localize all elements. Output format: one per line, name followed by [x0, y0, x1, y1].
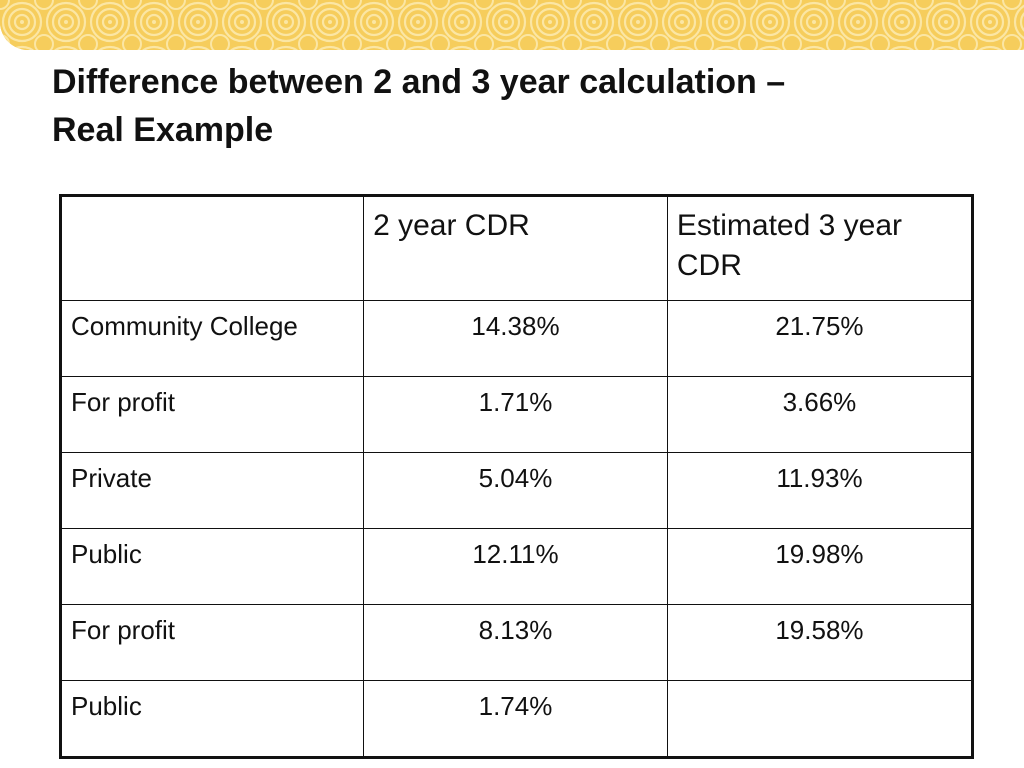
row-label: For profit	[59, 376, 365, 453]
three-year-value	[666, 680, 974, 758]
two-year-value: 8.13%	[363, 604, 668, 681]
table-row: Public 1.74%	[59, 680, 974, 758]
table-row: For profit 1.71% 3.66%	[59, 376, 974, 453]
slide-title-line-1: Difference between 2 and 3 year calculat…	[52, 63, 786, 101]
row-label: Public	[59, 680, 365, 758]
header-cell-two-year-cdr: 2 year CDR	[363, 195, 668, 301]
row-label: Public	[59, 528, 365, 605]
row-label: Community College	[59, 300, 365, 377]
table-row: For profit 8.13% 19.58%	[59, 604, 974, 681]
table-header-row: 2 year CDR Estimated 3 year CDR	[59, 195, 974, 301]
three-year-value: 19.58%	[666, 604, 974, 681]
header-cell-estimated-three-year-cdr: Estimated 3 year CDR	[666, 195, 974, 301]
table-row: Community College 14.38% 21.75%	[59, 300, 974, 377]
slide-title-line-2: Real Example	[52, 111, 274, 149]
three-year-value: 11.93%	[666, 452, 974, 529]
three-year-value: 21.75%	[666, 300, 974, 377]
two-year-value: 14.38%	[363, 300, 668, 377]
table-row: Private 5.04% 11.93%	[59, 452, 974, 529]
row-label: Private	[59, 452, 365, 529]
two-year-value: 1.71%	[363, 376, 668, 453]
two-year-value: 12.11%	[363, 528, 668, 605]
slide-title: Difference between 2 and 3 year calculat…	[52, 58, 992, 154]
cdr-comparison-table: 2 year CDR Estimated 3 year CDR Communit…	[59, 194, 974, 759]
three-year-value: 19.98%	[666, 528, 974, 605]
decorative-swirl-banner	[0, 0, 1024, 50]
swirl-pattern-icon	[0, 0, 1024, 50]
three-year-value: 3.66%	[666, 376, 974, 453]
table-row: Public 12.11% 19.98%	[59, 528, 974, 605]
header-cell-empty	[59, 195, 365, 301]
two-year-value: 5.04%	[363, 452, 668, 529]
two-year-value: 1.74%	[363, 680, 668, 758]
row-label: For profit	[59, 604, 365, 681]
